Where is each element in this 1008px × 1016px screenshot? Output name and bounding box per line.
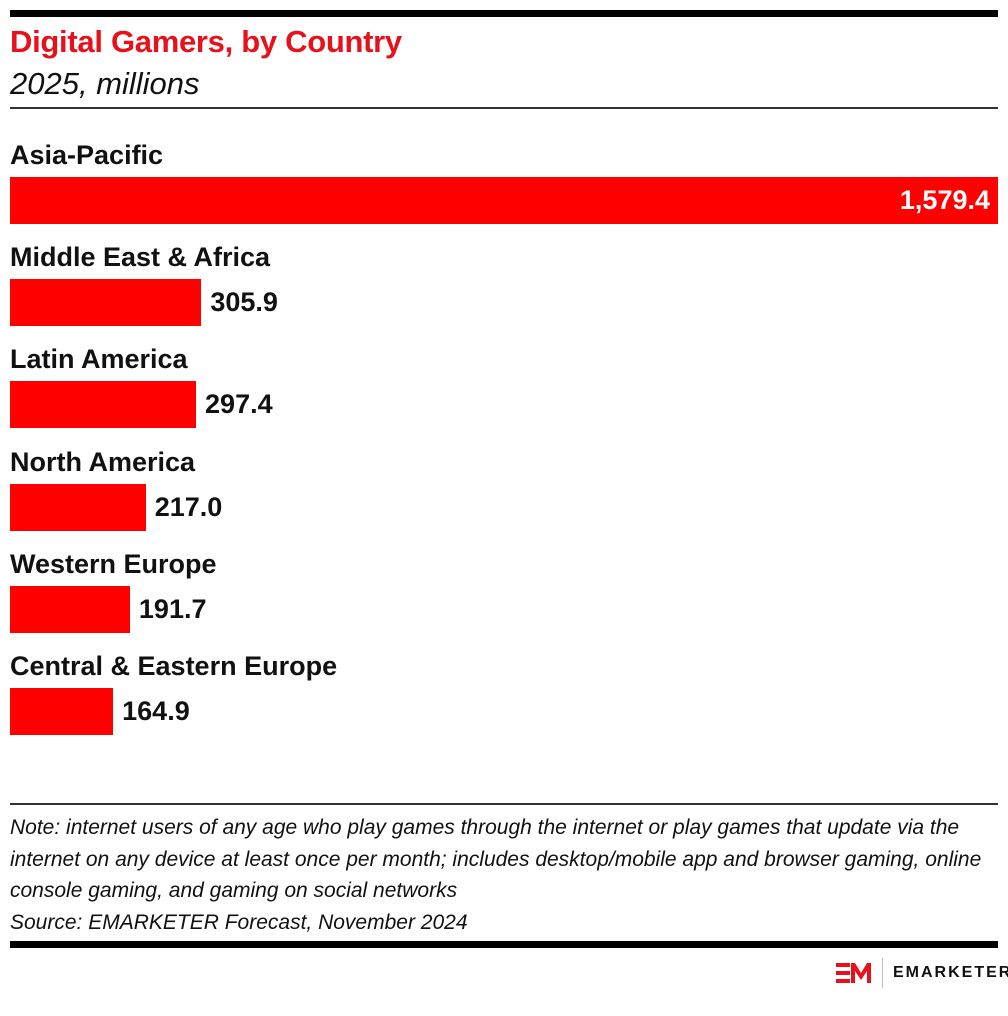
bar <box>10 381 197 429</box>
em-logo-icon <box>836 963 871 983</box>
value-label: 164.9 <box>122 696 190 726</box>
note-text: Note: internet users of any age who play… <box>10 816 982 902</box>
value-label: 305.9 <box>210 287 278 318</box>
logo-separator <box>882 958 883 988</box>
header-divider <box>10 107 998 109</box>
bar <box>10 688 114 735</box>
chart-subtitle: 2025, millions <box>10 66 200 101</box>
bar <box>10 177 998 224</box>
value-label: 1,579.4 <box>899 185 990 215</box>
chart-title: Digital Gamers, by Country <box>10 24 402 59</box>
category-label: Central & Eastern Europe <box>10 651 338 681</box>
value-label: 217.0 <box>154 491 223 522</box>
bar <box>10 585 130 633</box>
bottom-rule <box>10 941 998 948</box>
category-label: North America <box>10 446 196 477</box>
category-label: Asia-Pacific <box>10 140 164 170</box>
bar <box>10 483 146 531</box>
top-rule <box>10 10 998 17</box>
category-label: Western Europe <box>10 548 217 579</box>
footnote: Note: internet users of any age who play… <box>10 812 990 938</box>
source-text: Source: EMARKETER Forecast, November 202… <box>10 910 468 934</box>
footer-divider <box>10 803 998 805</box>
value-label: 191.7 <box>138 593 207 624</box>
logo-wordmark: EMARKETER <box>893 964 1008 981</box>
value-label: 297.4 <box>205 389 273 420</box>
bar <box>10 279 202 327</box>
category-label: Latin America <box>10 344 188 375</box>
emarketer-logo: EMARKETER <box>836 958 1008 988</box>
category-label: Middle East & Africa <box>10 242 271 273</box>
